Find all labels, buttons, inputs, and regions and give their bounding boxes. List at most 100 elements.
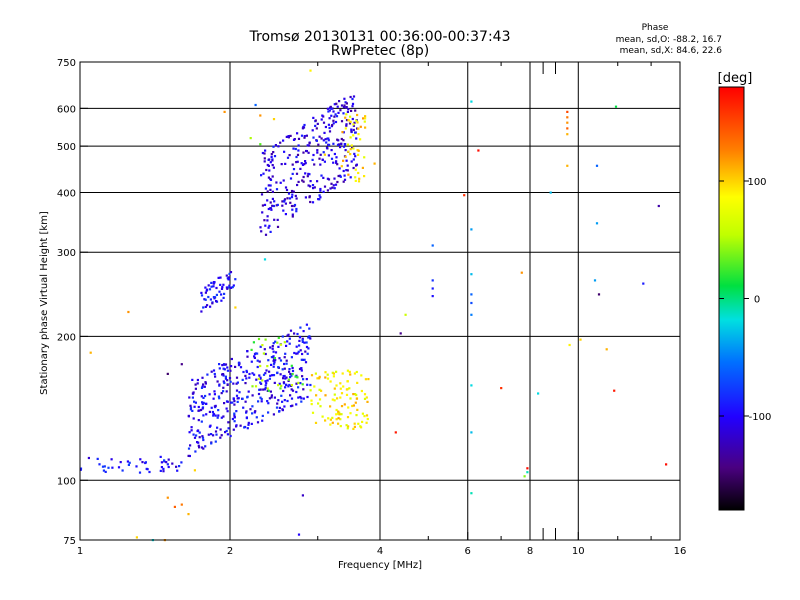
- data-point: [351, 146, 354, 149]
- data-point: [325, 146, 329, 149]
- data-point: [284, 352, 287, 355]
- data-point: [223, 368, 226, 371]
- data-point: [258, 388, 261, 391]
- data-point: [319, 163, 322, 166]
- data-point: [209, 298, 212, 301]
- data-point: [270, 208, 273, 211]
- data-point: [364, 126, 367, 129]
- data-point: [343, 104, 346, 107]
- data-point: [268, 397, 271, 400]
- data-point: [269, 346, 272, 349]
- data-point: [332, 122, 335, 125]
- data-point: [252, 341, 255, 344]
- data-point: [295, 197, 298, 200]
- data-point: [268, 169, 271, 172]
- data-point: [297, 149, 300, 152]
- data-point: [302, 330, 305, 333]
- data-point: [357, 171, 360, 175]
- data-point: [318, 377, 321, 380]
- data-point: [322, 139, 325, 142]
- data-point: [220, 434, 223, 437]
- data-point: [215, 286, 218, 290]
- data-point: [346, 416, 350, 419]
- data-point: [335, 370, 338, 373]
- data-point: [284, 186, 288, 189]
- data-point: [300, 358, 303, 361]
- data-point: [326, 189, 329, 192]
- data-point: [278, 382, 281, 385]
- data-point: [226, 410, 229, 413]
- data-point: [291, 172, 294, 175]
- data-point: [274, 351, 278, 354]
- data-point: [229, 434, 232, 438]
- data-point: [205, 413, 208, 416]
- data-point: [365, 414, 369, 417]
- data-point: [352, 123, 355, 126]
- data-point: [259, 114, 262, 117]
- data-point: [286, 156, 290, 159]
- data-point: [247, 423, 250, 426]
- data-point: [283, 362, 286, 366]
- data-point: [297, 350, 300, 353]
- data-point: [246, 396, 249, 399]
- data-point: [249, 408, 252, 411]
- data-point: [290, 364, 293, 367]
- data-point: [275, 188, 279, 191]
- data-point: [217, 409, 220, 412]
- data-point: [211, 410, 214, 414]
- data-point: [324, 394, 327, 397]
- data-point: [272, 359, 275, 362]
- data-point: [373, 162, 376, 165]
- colorbar-tick-label: -100: [749, 412, 772, 423]
- data-point: [361, 420, 364, 423]
- data-point: [340, 413, 343, 416]
- data-point: [313, 186, 316, 189]
- data-point: [289, 201, 292, 204]
- data-point: [267, 207, 270, 211]
- data-point: [325, 141, 328, 144]
- data-point: [327, 110, 330, 113]
- data-point: [323, 160, 326, 163]
- data-point: [319, 405, 322, 408]
- data-point: [200, 294, 204, 297]
- data-point: [98, 463, 101, 466]
- data-point: [204, 394, 207, 398]
- data-point: [210, 285, 213, 288]
- data-point: [349, 120, 352, 123]
- data-point: [255, 416, 258, 419]
- data-point: [332, 184, 335, 187]
- data-point: [277, 384, 280, 387]
- data-point: [665, 463, 668, 466]
- data-point: [345, 393, 349, 396]
- data-point: [292, 138, 296, 141]
- data-point: [222, 380, 225, 383]
- data-point: [342, 145, 346, 148]
- data-point: [333, 187, 336, 190]
- data-point: [301, 339, 304, 342]
- data-point: [282, 179, 285, 182]
- data-point: [232, 284, 235, 287]
- data-point: [263, 157, 266, 160]
- data-point: [351, 102, 355, 105]
- data-point: [614, 105, 618, 108]
- data-point: [338, 413, 341, 416]
- data-point: [349, 412, 352, 415]
- data-point: [324, 138, 327, 141]
- data-point: [292, 168, 296, 171]
- data-point: [330, 182, 333, 185]
- data-point: [267, 389, 270, 392]
- data-point: [223, 110, 226, 113]
- data-point: [345, 106, 348, 109]
- data-point: [251, 405, 254, 408]
- data-point: [302, 397, 305, 400]
- data-point: [335, 160, 338, 163]
- data-point: [289, 376, 292, 379]
- data-point: [284, 202, 287, 205]
- data-point: [264, 372, 267, 375]
- data-point: [354, 401, 357, 404]
- data-point: [361, 166, 364, 169]
- data-point: [297, 396, 300, 399]
- data-point: [212, 397, 215, 400]
- data-point: [299, 395, 302, 399]
- data-point: [470, 100, 473, 103]
